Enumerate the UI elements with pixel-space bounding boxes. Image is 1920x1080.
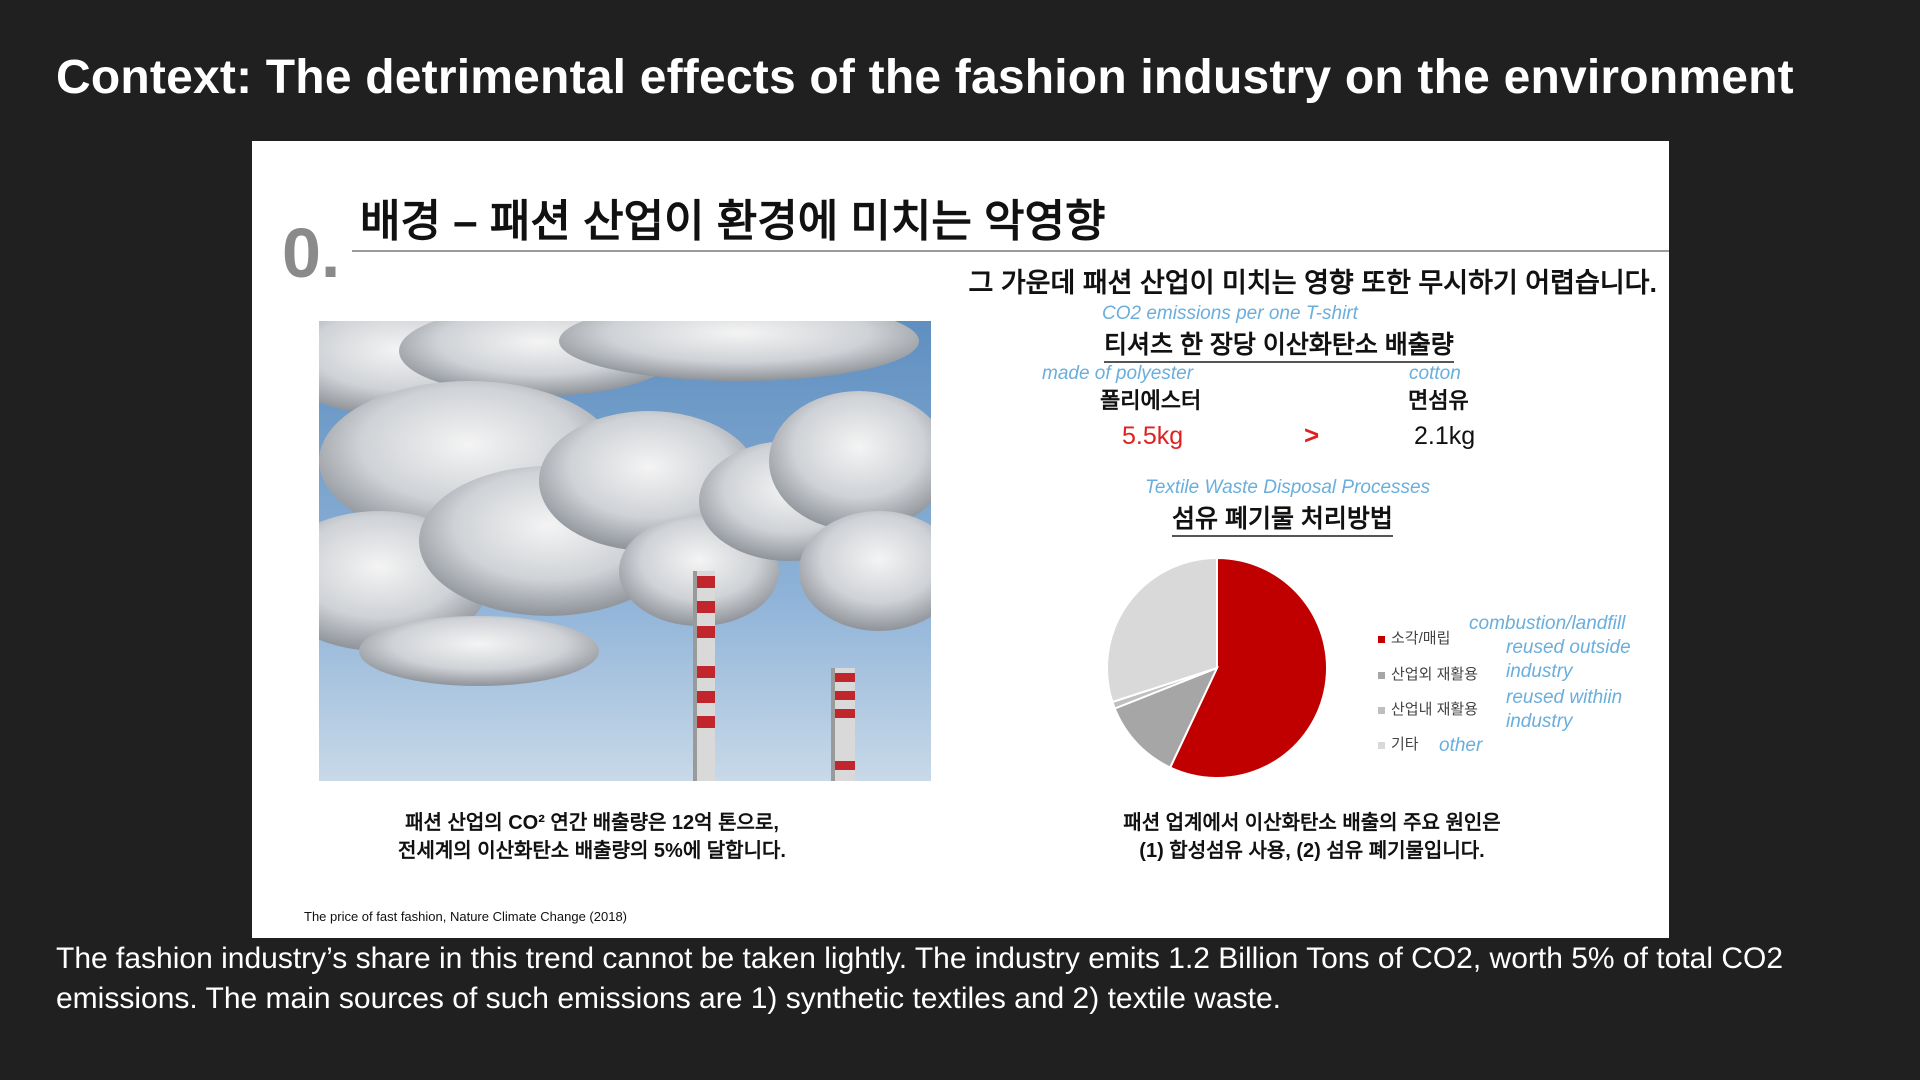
legend-item-2: 산업외 재활용 (1378, 663, 1478, 684)
legend-swatch (1378, 671, 1385, 679)
polyester-ko-label: 폴리에스터 (1100, 388, 1202, 413)
body-paragraph: The fashion industry’s share in this tre… (56, 942, 1784, 1015)
caption-left: 패션 산업의 CO² 연간 배출량은 12억 톤으로, 전세계의 이산화탄소 배… (352, 809, 832, 865)
caption-right: 패션 업계에서 이산화탄소 배출의 주요 원인은 (1) 합성섬유 사용, (2… (1072, 809, 1552, 865)
legend-label: 소각/매립 (1391, 630, 1451, 647)
cotton-ko-label: 면섬유 (1408, 388, 1469, 413)
legend-item-1: 소각/매립 (1378, 627, 1450, 648)
legend-label: 산업외 재활용 (1391, 666, 1478, 683)
legend-item-4: 기타 (1378, 733, 1419, 754)
waste-ko-label: 섬유 폐기물 처리방법 (1172, 499, 1393, 537)
slide-subtitle: 그 가운데 패션 산업이 미치는 영향 또한 무시하기 어렵습니다. (968, 268, 1657, 298)
title-divider (352, 250, 1669, 252)
page-heading: Context: The detrimental effects of the … (56, 51, 1794, 104)
source-citation: The price of fast fashion, Nature Climat… (304, 909, 628, 924)
comparison-symbol: > (1304, 420, 1320, 450)
legend-swatch (1378, 741, 1385, 749)
pie-slice-4 (1106, 556, 1218, 704)
pie-slice-2 (1113, 666, 1219, 769)
caption-right-line-2: (1) 합성섬유 사용, (2) 섬유 폐기물입니다. (1139, 840, 1485, 862)
cotton-value: 2.1kg (1414, 422, 1476, 450)
tshirt-en-label: CO2 emissions per one T-shirt (1102, 303, 1358, 324)
legend-en-label: other (1439, 735, 1483, 756)
polyester-value: 5.5kg (1122, 422, 1184, 450)
caption-left-line-2: 전세계의 이산화탄소 배출량의 5%에 달합니다. (398, 840, 786, 862)
caption-left-line-1: 패션 산업의 CO² 연간 배출량은 12억 톤으로, (405, 812, 779, 834)
slide-image: 0. 배경 – 패션 산업이 환경에 미치는 악영향 그 가운데 패션 산업이 … (252, 141, 1669, 938)
tshirt-ko-label: 티셔츠 한 장당 이산화탄소 배출량 (1104, 325, 1454, 363)
slide-number: 0. (282, 214, 341, 292)
legend-label: 산업내 재활용 (1391, 701, 1478, 718)
waste-en-label: Textile Waste Disposal Processes (1145, 477, 1431, 498)
tshirt-ko-label-text: 티셔츠 한 장당 이산화탄소 배출량 (1104, 331, 1454, 363)
pie-slice-1 (1168, 556, 1328, 779)
legend-swatch (1378, 635, 1385, 643)
caption-right-line-1: 패션 업계에서 이산화탄소 배출의 주요 원인은 (1123, 812, 1501, 834)
waste-ko-label-text: 섬유 폐기물 처리방법 (1172, 505, 1393, 537)
legend-swatch (1378, 706, 1385, 714)
legend-en-label: combustion/landfill (1469, 613, 1626, 634)
slide-title: 배경 – 패션 산업이 환경에 미치는 악영향 (360, 197, 1106, 246)
legend-en-label: reused outside industry (1506, 637, 1631, 682)
polyester-en-label: made of polyester (1042, 363, 1194, 384)
cotton-en-label: cotton (1409, 363, 1461, 384)
legend-item-3: 산업내 재활용 (1378, 698, 1478, 719)
legend-en-label: reused withiin industry (1506, 687, 1623, 732)
smokestack-photo (319, 321, 931, 781)
legend-label: 기타 (1391, 736, 1419, 753)
disposal-pie-chart (1106, 556, 1328, 779)
